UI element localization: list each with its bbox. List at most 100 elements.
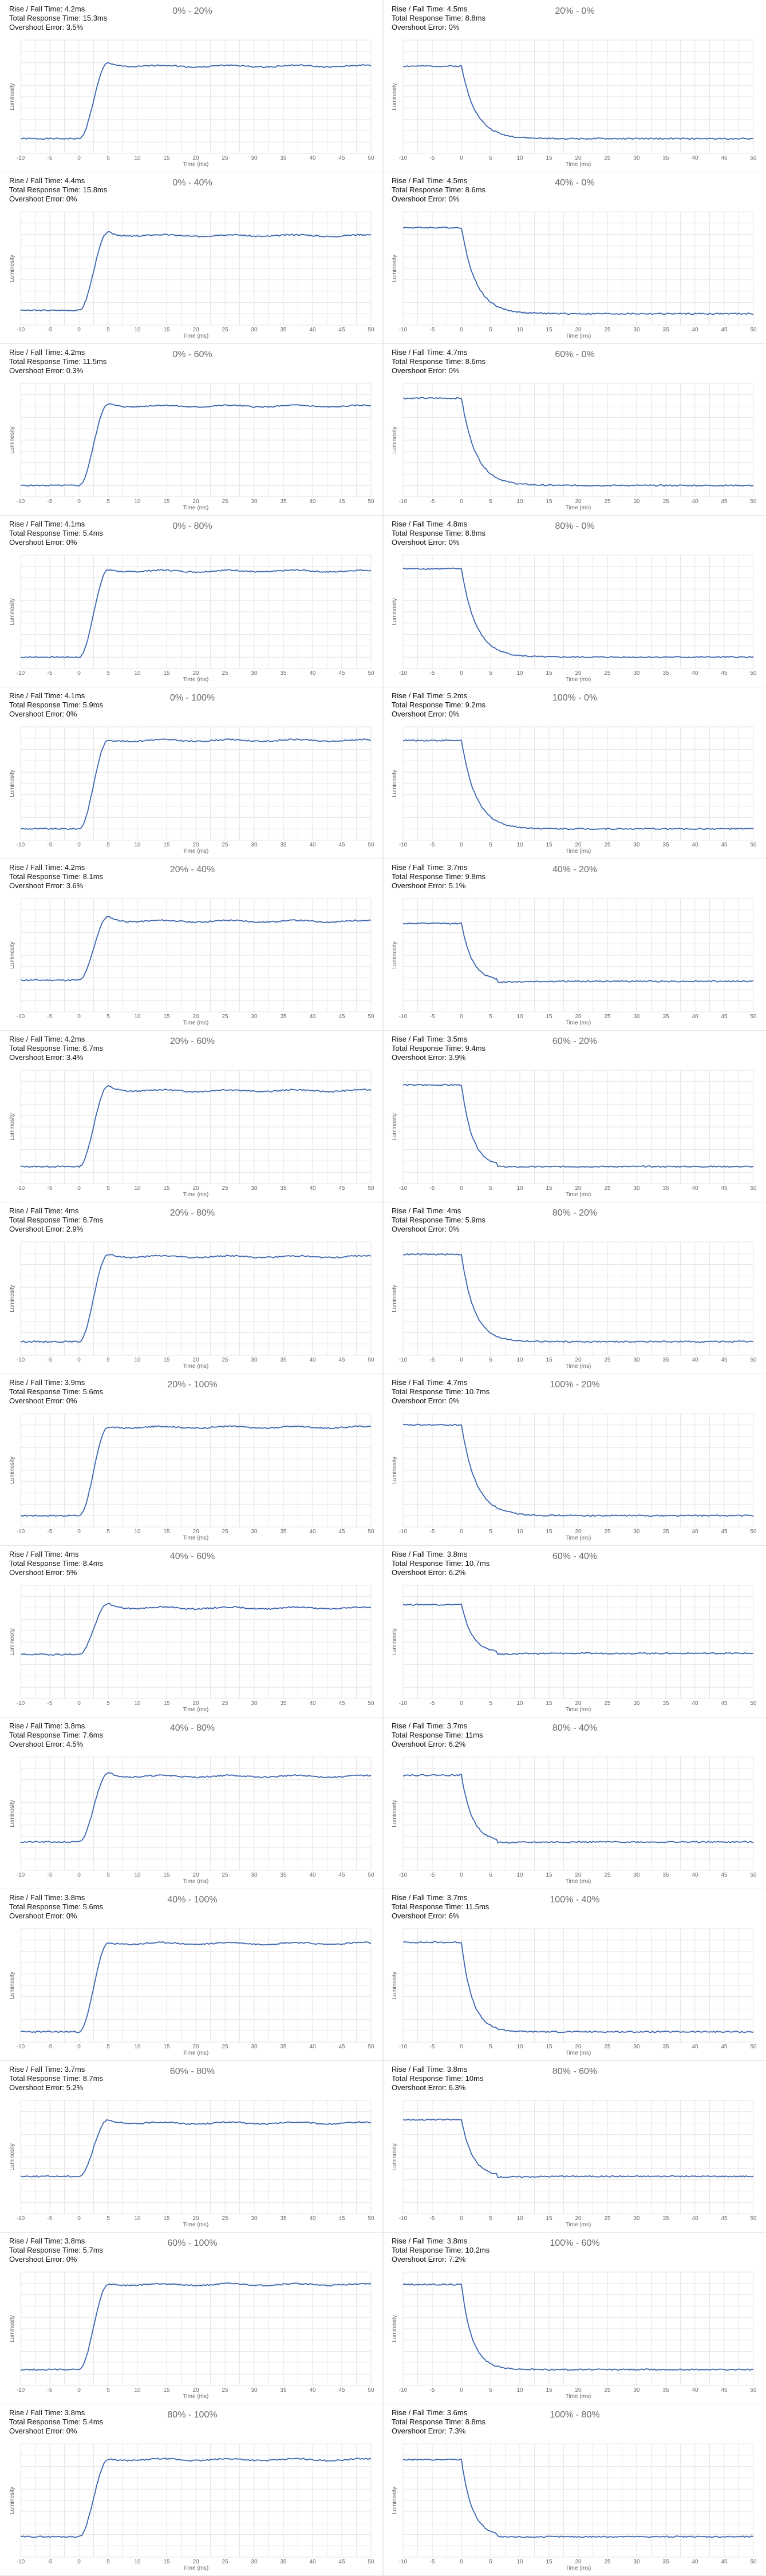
x-tick-label: -10 [17, 327, 25, 333]
grid-lines [402, 898, 754, 1012]
stat-line: Overshoot Error: 6.2% [392, 1740, 466, 1748]
response-chart: -10 -5 0 5 10 15 20 25 30 35 40 45 50 Time (ms) Lumino… [9, 211, 374, 339]
x-axis-label: Time (ms) [183, 1535, 209, 1541]
chart-title: 40% - 80% [169, 1723, 215, 1733]
stat-line: Rise / Fall Time: 3.8ms [392, 1550, 468, 1558]
stat-line: Total Response Time: 9.4ms [392, 1044, 486, 1052]
x-tick-label: 30 [633, 327, 640, 333]
x-tick-label: 0 [460, 155, 463, 161]
stat-line: Total Response Time: 15.3ms [9, 14, 108, 22]
x-tick-label: -10 [399, 1872, 408, 1878]
stat-line: Total Response Time: 10.2ms [392, 2246, 490, 2254]
chart-title: 40% - 0% [555, 178, 595, 188]
x-tick-label: 5 [106, 842, 110, 848]
x-tick-label: -10 [17, 1357, 25, 1363]
x-tick-label: -5 [48, 155, 53, 161]
stat-line: Total Response Time: 5.9ms [9, 701, 104, 709]
x-tick-label: 10 [134, 670, 141, 676]
x-tick-label: 40 [309, 1014, 316, 1020]
x-tick-label: 50 [750, 2044, 757, 2050]
y-axis-label: Luminosity [9, 1113, 15, 1141]
grid-lines [402, 2272, 754, 2386]
x-tick-label: 45 [721, 1529, 728, 1535]
x-tick-label: 50 [368, 2559, 374, 2565]
x-tick-label: 40 [309, 1700, 316, 1707]
y-axis-label: Luminosity [9, 1972, 15, 1999]
grid-lines [20, 39, 372, 154]
x-tick-label: 0 [460, 1357, 463, 1363]
x-tick-label: -5 [430, 2215, 435, 2222]
x-tick-label: -5 [48, 498, 53, 505]
x-tick-label: 25 [604, 1357, 611, 1363]
y-axis-label: Luminosity [9, 1628, 15, 1656]
x-tick-label: 20 [575, 1700, 582, 1707]
x-tick-label: 15 [163, 842, 170, 848]
x-axis-label: Time (ms) [566, 1363, 591, 1370]
x-tick-label: 5 [106, 327, 110, 333]
stat-line: Rise / Fall Time: 4.2ms [9, 348, 85, 357]
stats-block: Rise / Fall Time: 3.7ms Total Response Ti… [392, 1893, 489, 1921]
chart-panel: Rise / Fall Time: 4.2ms Total Response Ti… [5, 1031, 380, 1201]
luminosity-series-line [20, 1425, 372, 1517]
chart-panel: Rise / Fall Time: 3.6ms Total Response Ti… [387, 2405, 763, 2574]
x-tick-label: 0 [77, 155, 81, 161]
x-tick-label: 25 [222, 842, 228, 848]
stat-line: Overshoot Error: 0% [9, 1396, 77, 1405]
x-tick-label: 25 [222, 1872, 228, 1878]
chart-title: 100% - 0% [552, 693, 598, 703]
x-axis-label: Time (ms) [566, 1707, 591, 1713]
x-tick-label: 10 [516, 2044, 523, 2050]
y-axis-label: Luminosity [9, 2143, 15, 2171]
x-tick-label: -5 [430, 670, 435, 676]
x-tick-label: 5 [489, 327, 492, 333]
x-axis-label: Time (ms) [566, 2050, 591, 2056]
response-chart: -10 -5 0 5 10 15 20 25 30 35 40 45 50 Time (ms) Lumino… [9, 1928, 374, 2056]
x-tick-label: 30 [633, 670, 640, 676]
luminosity-series-line [20, 1602, 372, 1656]
x-tick-label: 10 [516, 155, 523, 161]
stat-line: Overshoot Error: 0.3% [9, 366, 84, 375]
stat-line: Total Response Time: 11.5ms [392, 1902, 489, 1911]
chart-panel: Rise / Fall Time: 4ms Total Response Time… [387, 1203, 763, 1372]
x-tick-label: 40 [309, 2215, 316, 2222]
x-tick-label: 0 [77, 327, 81, 333]
x-tick-label: -10 [399, 1700, 408, 1707]
x-tick-label: 20 [192, 2387, 199, 2393]
stat-line: Overshoot Error: 3.6% [9, 881, 84, 890]
x-tick-label: 45 [338, 2559, 345, 2565]
grid-lines [20, 1928, 372, 2043]
x-tick-label: 25 [222, 1357, 228, 1363]
x-axis-label: Time (ms) [183, 1707, 209, 1713]
x-tick-label: 15 [163, 2559, 170, 2565]
x-tick-label: 45 [721, 1700, 728, 1707]
x-tick-label: 10 [516, 2215, 523, 2222]
stats-block: Rise / Fall Time: 4.4ms Total Response Ti… [9, 176, 107, 204]
grid-lines [402, 2100, 754, 2214]
x-tick-label: -5 [48, 1185, 53, 1192]
x-tick-label: -10 [17, 670, 25, 676]
chart-panel: Rise / Fall Time: 3.7ms Total Response Ti… [387, 860, 763, 1029]
stat-line: Overshoot Error: 0% [392, 195, 460, 203]
x-tick-label: 35 [280, 2387, 287, 2393]
stat-line: Overshoot Error: 0% [9, 1912, 77, 1920]
x-tick-label: 15 [546, 2387, 552, 2393]
x-tick-label: 15 [163, 327, 170, 333]
luminosity-series-line [20, 738, 372, 830]
x-tick-label: 45 [338, 1700, 345, 1707]
x-tick-label: 50 [368, 327, 374, 333]
stat-line: Overshoot Error: 0% [392, 23, 460, 31]
x-tick-label: 0 [77, 842, 81, 848]
x-tick-label: 15 [163, 155, 170, 161]
x-tick-label: 25 [604, 155, 611, 161]
x-tick-label: 5 [489, 2215, 492, 2222]
x-tick-label: 45 [338, 670, 345, 676]
x-tick-label: -5 [430, 2387, 435, 2393]
x-tick-label: 40 [309, 2559, 316, 2565]
chart-panel: Rise / Fall Time: 5.2ms Total Response Ti… [387, 688, 763, 857]
stat-line: Rise / Fall Time: 3.8ms [9, 1722, 85, 1730]
x-tick-label: 40 [692, 2387, 698, 2393]
x-tick-label: 30 [633, 155, 640, 161]
x-tick-label: 35 [280, 1872, 287, 1878]
chart-title: 100% - 40% [550, 1895, 600, 1905]
x-tick-label: 10 [134, 2044, 141, 2050]
